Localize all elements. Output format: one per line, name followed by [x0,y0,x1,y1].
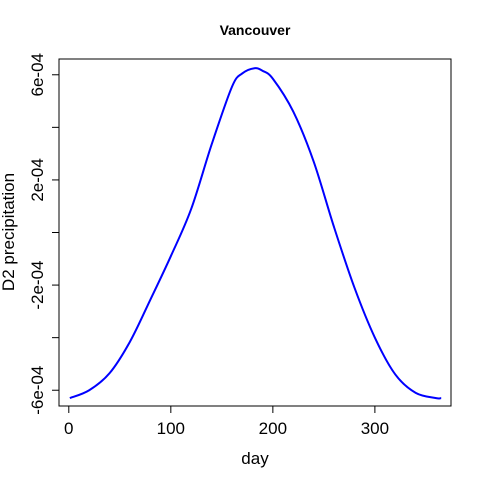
series-line [69,67,442,400]
y-tick-label: 6e-04 [28,53,47,96]
x-tick-label: 300 [361,419,389,438]
y-tick-label: 2e-04 [28,158,47,201]
y-tick-label: -2e-04 [28,261,47,310]
chart-title: Vancouver [220,22,291,38]
x-tick-label: 0 [64,419,73,438]
series-group [69,67,442,400]
y-axis: -6e-04 -2e-04 2e-04 6e-04 [28,53,60,415]
y-axis-label: D2 precipitation [0,173,18,291]
x-axis-label: day [241,449,269,468]
x-axis: 0 100 200 300 [64,405,389,438]
y-tick-label: -6e-04 [28,366,47,415]
x-tick-label: 100 [157,419,185,438]
x-tick-label: 200 [259,419,287,438]
plot-frame [58,58,452,407]
